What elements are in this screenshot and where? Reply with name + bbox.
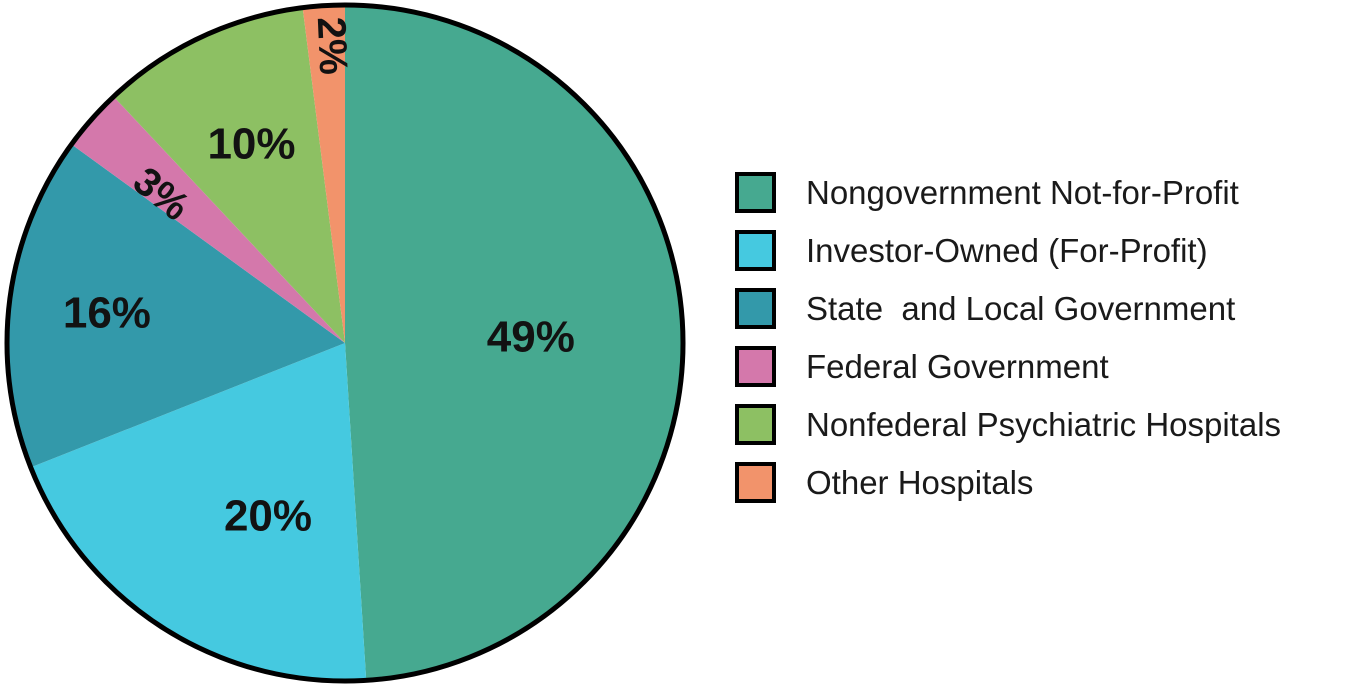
legend-swatch-other-hospitals: [735, 462, 776, 503]
legend-label-state-and-local-government: State and Local Government: [806, 290, 1236, 327]
legend-item-nongovernment-not-for-profit: Nongovernment Not-for-Profit: [735, 172, 1281, 213]
slice-label-nonfederal-psychiatric-hospitals: 10%: [207, 120, 295, 169]
legend-swatch-nonfederal-psychiatric-hospitals: [735, 404, 776, 445]
legend-label-investor-owned-for-profit: Investor-Owned (For-Profit): [806, 232, 1208, 269]
legend-swatch-state-and-local-government: [735, 288, 776, 329]
legend-item-investor-owned-for-profit: Investor-Owned (For-Profit): [735, 230, 1281, 271]
slice-label-other-hospitals: 2%: [309, 16, 355, 76]
slice-label-investor-owned-for-profit: 20%: [224, 491, 312, 540]
slice-label-nongovernment-not-for-profit: 49%: [487, 313, 575, 362]
legend-label-federal-government: Federal Government: [806, 348, 1109, 385]
pie-chart: 49%20%16%3%10%2%: [4, 2, 686, 684]
pie-slice-nonfederal-psychiatric-hospitals: [113, 7, 346, 343]
legend-item-state-and-local-government: State and Local Government: [735, 288, 1281, 329]
legend-item-other-hospitals: Other Hospitals: [735, 462, 1281, 503]
slice-label-state-and-local-government: 16%: [63, 288, 151, 337]
legend-swatch-nongovernment-not-for-profit: [735, 172, 776, 213]
legend-item-nonfederal-psychiatric-hospitals: Nonfederal Psychiatric Hospitals: [735, 404, 1281, 445]
legend-swatch-investor-owned-for-profit: [735, 230, 776, 271]
legend-swatch-federal-government: [735, 346, 776, 387]
legend-item-federal-government: Federal Government: [735, 346, 1281, 387]
legend-label-nonfederal-psychiatric-hospitals: Nonfederal Psychiatric Hospitals: [806, 406, 1282, 443]
pie-slice-state-and-local-government: [7, 144, 345, 468]
pie-outline: [4, 2, 686, 684]
pie-slice-investor-owned-for-profit: [30, 343, 367, 681]
pie-slice-federal-government: [71, 96, 346, 343]
legend: Nongovernment Not-for-Profit Investor-Own…: [735, 172, 1281, 503]
legend-label-nongovernment-not-for-profit: Nongovernment Not-for-Profit: [806, 174, 1239, 211]
pie-slice-other-hospitals: [302, 5, 345, 343]
pie-slice-nongovernment-not-for-profit: [345, 5, 683, 681]
legend-label-other-hospitals: Other Hospitals: [806, 464, 1034, 501]
